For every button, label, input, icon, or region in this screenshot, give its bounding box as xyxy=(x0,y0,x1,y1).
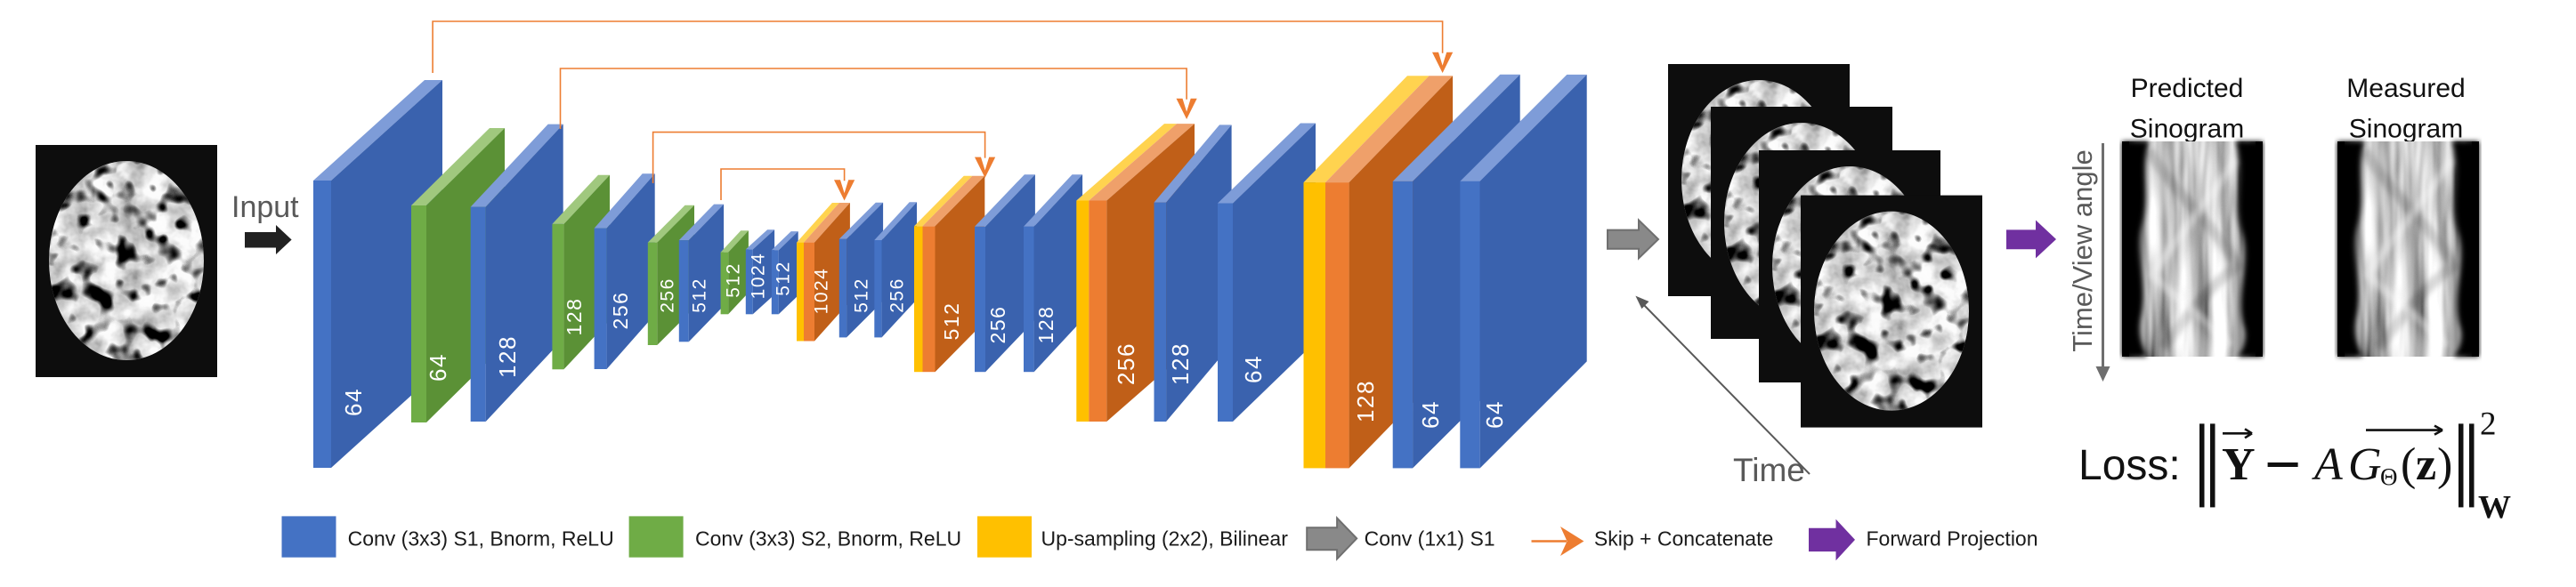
svg-text:Θ: Θ xyxy=(2380,463,2398,490)
svg-text:): ) xyxy=(2437,439,2452,490)
svg-text:Measured: Measured xyxy=(2346,74,2465,103)
svg-text:512: 512 xyxy=(724,262,744,298)
svg-text:(: ( xyxy=(2401,439,2416,490)
svg-text:512: 512 xyxy=(774,261,794,296)
svg-text:256: 256 xyxy=(986,306,1009,344)
svg-text:Forward Projection: Forward Projection xyxy=(1867,527,2038,551)
svg-text:256: 256 xyxy=(1113,342,1139,385)
svg-text:64: 64 xyxy=(1417,400,1444,429)
svg-text:Time: Time xyxy=(1733,452,1805,488)
svg-text:128: 128 xyxy=(494,335,521,378)
svg-text:64: 64 xyxy=(1481,400,1508,429)
svg-text:Sinogram: Sinogram xyxy=(2130,115,2244,144)
svg-text:1024: 1024 xyxy=(749,253,769,300)
svg-text:256: 256 xyxy=(609,292,632,330)
svg-text:2: 2 xyxy=(2480,406,2497,443)
svg-text:128: 128 xyxy=(563,298,586,336)
svg-text:Skip + Concatenate: Skip + Concatenate xyxy=(1594,527,1773,551)
svg-text:Conv (1x1) S1: Conv (1x1) S1 xyxy=(1365,527,1495,551)
svg-text:Y: Y xyxy=(2222,439,2256,490)
svg-text:A: A xyxy=(2312,439,2343,490)
svg-text:512: 512 xyxy=(852,277,872,313)
svg-text:128: 128 xyxy=(1034,306,1057,344)
svg-text:Up-sampling (2x2), Bilinear: Up-sampling (2x2), Bilinear xyxy=(1041,527,1289,551)
svg-text:512: 512 xyxy=(940,302,963,341)
svg-text:128: 128 xyxy=(1167,342,1194,385)
svg-text:512: 512 xyxy=(690,277,710,313)
svg-text:Conv (3x3) S1, Bnorm, ReLU: Conv (3x3) S1, Bnorm, ReLU xyxy=(348,527,614,551)
svg-text:64: 64 xyxy=(1240,355,1267,383)
svg-text:Sinogram: Sinogram xyxy=(2349,115,2463,144)
svg-text:Time/View angle: Time/View angle xyxy=(2067,149,2098,351)
svg-text:Input: Input xyxy=(231,190,299,224)
svg-text:z: z xyxy=(2416,439,2436,490)
svg-text:256: 256 xyxy=(658,277,678,313)
svg-text:Predicted: Predicted xyxy=(2131,74,2244,103)
svg-text:Conv (3x3) S2, Bnorm, ReLU: Conv (3x3) S2, Bnorm, ReLU xyxy=(695,527,961,551)
svg-text:W: W xyxy=(2478,490,2511,527)
svg-text:G: G xyxy=(2348,439,2382,490)
svg-text:Loss:: Loss: xyxy=(2078,442,2181,489)
svg-text:128: 128 xyxy=(1352,380,1379,422)
svg-text:1024: 1024 xyxy=(812,268,832,315)
svg-text:64: 64 xyxy=(425,353,451,382)
svg-text:64: 64 xyxy=(340,388,367,416)
svg-text:256: 256 xyxy=(887,277,908,313)
